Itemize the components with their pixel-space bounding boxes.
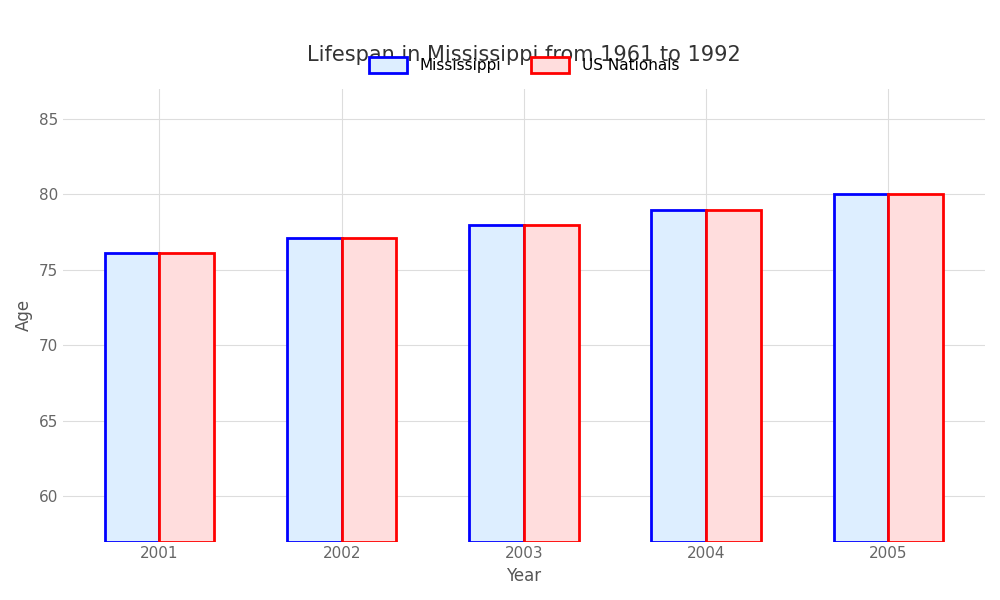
Y-axis label: Age: Age: [15, 299, 33, 331]
Title: Lifespan in Mississippi from 1961 to 1992: Lifespan in Mississippi from 1961 to 199…: [307, 45, 741, 65]
Bar: [651, 209, 706, 542]
X-axis label: Year: Year: [506, 567, 541, 585]
Bar: [469, 224, 524, 542]
Bar: [105, 253, 159, 542]
Bar: [287, 238, 342, 542]
Bar: [159, 253, 214, 542]
Legend: Mississippi, US Nationals: Mississippi, US Nationals: [363, 51, 685, 79]
Bar: [888, 194, 943, 542]
Bar: [706, 209, 761, 542]
Bar: [342, 238, 396, 542]
Bar: [834, 194, 888, 542]
Bar: [524, 224, 579, 542]
